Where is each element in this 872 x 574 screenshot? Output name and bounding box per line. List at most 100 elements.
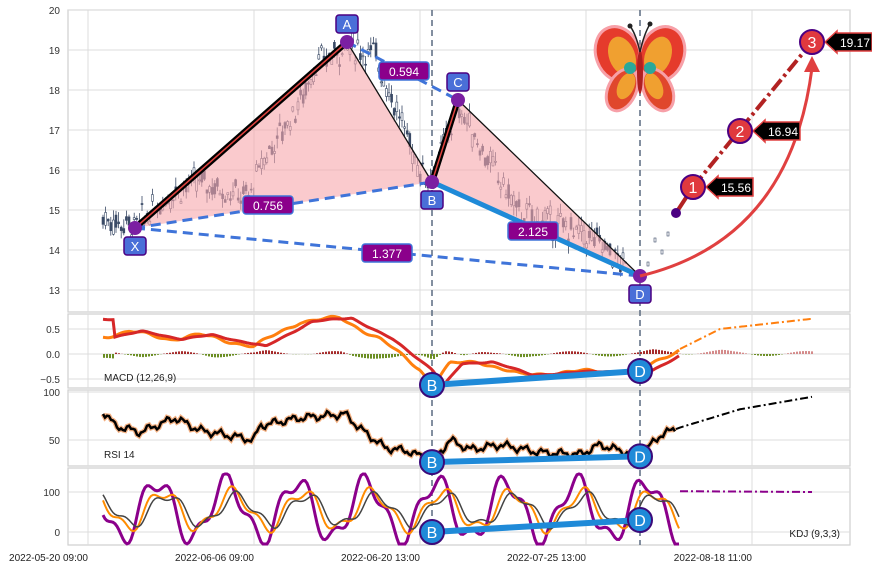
candle-body	[125, 217, 127, 221]
macd-histogram-bar	[655, 350, 657, 354]
macd-histogram-bar	[253, 352, 255, 354]
macd-histogram-bar	[109, 354, 111, 358]
macd-histogram-bar	[652, 349, 654, 354]
macd-histogram-bar	[256, 352, 258, 354]
macd-histogram-bar	[454, 353, 456, 354]
macd-histogram-bar	[373, 354, 375, 359]
macd-histogram-bar	[427, 354, 429, 358]
y-tick-label: 18	[49, 86, 61, 97]
macd-histogram-bar	[151, 354, 153, 356]
candle-body	[141, 204, 143, 205]
candle-body	[654, 238, 656, 242]
divergence-point-label: D	[634, 364, 646, 381]
candle-body	[622, 253, 624, 259]
macd-histogram-bar	[511, 354, 513, 356]
macd-histogram-bar	[274, 352, 276, 354]
candle-body	[110, 222, 112, 230]
candle-body	[107, 219, 109, 221]
macd-panel-label: MACD (12,26,9)	[104, 373, 176, 384]
macd-histogram-bar	[358, 354, 360, 357]
x-tick-label: 2022-05-20 09:00	[9, 553, 88, 564]
candle-body	[120, 227, 122, 230]
macd-histogram-bar	[340, 351, 342, 354]
macd-histogram-bar	[805, 351, 807, 354]
y-tick-label: 50	[49, 436, 61, 447]
macd-histogram-bar	[352, 354, 354, 356]
macd-histogram-bar	[382, 354, 384, 358]
macd-histogram-bar	[496, 353, 498, 354]
macd-histogram-bar	[130, 354, 132, 355]
macd-histogram-bar	[424, 354, 426, 356]
candle-body	[136, 218, 138, 219]
macd-histogram-bar	[808, 351, 810, 354]
pattern-point-label: C	[453, 75, 462, 90]
macd-histogram-bar	[793, 352, 795, 354]
macd-histogram-bar	[460, 354, 462, 355]
macd-histogram-bar	[433, 354, 435, 359]
macd-histogram-bar	[604, 354, 606, 356]
divergence-point-label: B	[427, 525, 438, 542]
pattern-point-dot	[340, 35, 354, 49]
macd-histogram-bar	[430, 354, 432, 359]
macd-histogram-bar	[319, 353, 321, 354]
macd-histogram-bar	[541, 354, 543, 355]
macd-histogram-bar	[232, 354, 234, 356]
macd-histogram-bar	[316, 353, 318, 354]
macd-histogram-bar	[391, 354, 393, 357]
candle-body	[375, 43, 377, 57]
macd-histogram-bar	[610, 354, 612, 356]
macd-histogram-bar	[175, 352, 177, 354]
macd-histogram-bar	[583, 353, 585, 354]
macd-histogram-bar	[475, 353, 477, 354]
macd-histogram-bar	[664, 351, 666, 354]
candle-body	[388, 93, 390, 97]
y-tick-label: 100	[43, 388, 60, 399]
rsi-panel-label: RSI 14	[104, 450, 135, 461]
macd-histogram-bar	[478, 352, 480, 354]
macd-histogram-bar	[760, 354, 762, 356]
y-tick-label: 20	[49, 6, 61, 17]
candle-body	[596, 228, 598, 234]
projection-start-dot	[671, 208, 681, 218]
divergence-point-label: B	[427, 378, 438, 395]
macd-histogram-bar	[328, 351, 330, 354]
macd-histogram-bar	[703, 353, 705, 354]
macd-histogram-bar	[451, 352, 453, 354]
macd-histogram-bar	[376, 354, 378, 359]
macd-histogram-bar	[406, 354, 408, 355]
macd-histogram-bar	[217, 354, 219, 357]
macd-histogram-bar	[418, 354, 420, 355]
macd-histogram-bar	[778, 354, 780, 355]
pattern-point-label: D	[635, 287, 644, 302]
macd-histogram-bar	[472, 353, 474, 354]
macd-histogram-bar	[379, 354, 381, 358]
macd-histogram-bar	[766, 354, 768, 356]
candle-body	[401, 113, 403, 121]
macd-histogram-bar	[616, 354, 618, 356]
y-tick-label: 13	[49, 286, 61, 297]
target-number: 2	[736, 124, 745, 141]
candle-body	[318, 55, 320, 59]
macd-histogram-bar	[529, 354, 531, 357]
macd-histogram-bar	[523, 354, 525, 357]
macd-histogram-bar	[577, 352, 579, 354]
macd-histogram-bar	[622, 354, 624, 355]
target-number: 3	[808, 35, 817, 52]
macd-histogram-bar	[262, 351, 264, 354]
x-tick-label: 2022-06-20 13:00	[341, 553, 420, 564]
macd-histogram-bar	[388, 354, 390, 358]
y-tick-label: 19	[49, 46, 61, 57]
candle-body	[398, 117, 400, 118]
macd-histogram-bar	[331, 351, 333, 354]
macd-histogram-bar	[445, 351, 447, 354]
macd-histogram-bar	[271, 351, 273, 354]
macd-histogram-bar	[742, 353, 744, 354]
macd-histogram-bar	[196, 353, 198, 354]
candle-body	[372, 43, 374, 44]
macd-histogram-bar	[466, 354, 468, 355]
candle-body	[396, 102, 398, 112]
pattern-point-label: X	[131, 239, 140, 254]
target-number: 1	[689, 180, 698, 197]
candle-body	[151, 195, 153, 202]
macd-histogram-bar	[790, 353, 792, 354]
